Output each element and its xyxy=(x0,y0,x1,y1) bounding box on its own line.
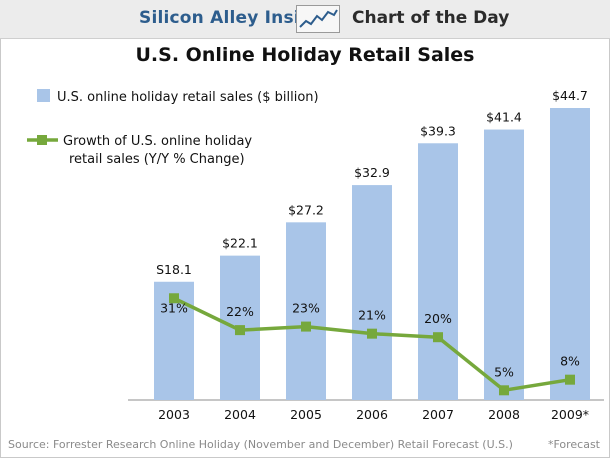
rising-line-chart-icon xyxy=(296,5,340,33)
bar xyxy=(550,108,590,400)
x-tick-label: 2005 xyxy=(290,407,322,422)
growth-value-label: 8% xyxy=(560,354,580,369)
bar-value-label: $22.1 xyxy=(222,236,258,251)
bar-value-label: S18.1 xyxy=(156,262,192,277)
bar-value-label: $32.9 xyxy=(354,165,390,180)
growth-value-label: 23% xyxy=(292,301,320,316)
growth-value-label: 20% xyxy=(424,311,452,326)
legend-line-marker xyxy=(37,135,47,145)
bar-value-label: $27.2 xyxy=(288,202,324,217)
growth-point xyxy=(169,293,179,304)
bar-value-label: $41.4 xyxy=(486,110,522,125)
growth-point xyxy=(301,321,311,332)
x-tick-label: 2003 xyxy=(158,407,190,422)
bar xyxy=(418,143,458,401)
bar xyxy=(286,222,326,400)
bar xyxy=(484,129,524,400)
forecast-note: *Forecast xyxy=(547,438,600,451)
growth-value-label: 21% xyxy=(358,308,386,323)
chart-title: U.S. Online Holiday Retail Sales xyxy=(135,44,475,66)
legend-line-label-1: Growth of U.S. online holiday xyxy=(63,134,252,149)
bar xyxy=(352,185,392,400)
brand-name: Silicon Alley Insider xyxy=(139,8,333,28)
x-tick-label: 2009* xyxy=(551,407,589,422)
bar-value-label: $44.7 xyxy=(552,88,588,103)
growth-point xyxy=(367,328,377,339)
growth-point xyxy=(433,332,443,343)
growth-value-label: 22% xyxy=(226,304,254,319)
x-tick-label: 2007 xyxy=(422,407,454,422)
section-title: Chart of the Day xyxy=(352,8,510,28)
x-tick-label: 2008 xyxy=(488,407,520,422)
x-tick-label: 2006 xyxy=(356,407,388,422)
growth-value-label: 31% xyxy=(160,300,188,315)
growth-value-label: 5% xyxy=(494,364,514,379)
legend-bar-swatch xyxy=(37,89,50,102)
growth-point xyxy=(235,325,245,336)
header-bar: Silicon Alley Insider Chart of the Day xyxy=(0,0,610,39)
legend-line-label-2: retail sales (Y/Y % Change) xyxy=(69,152,245,167)
growth-point xyxy=(499,385,509,396)
x-tick-label: 2004 xyxy=(224,407,256,422)
growth-point xyxy=(565,374,575,385)
legend-bar-label: U.S. online holiday retail sales ($ bill… xyxy=(57,90,319,105)
bar-value-label: $39.3 xyxy=(420,123,456,138)
source-note: Source: Forrester Research Online Holida… xyxy=(8,438,513,451)
